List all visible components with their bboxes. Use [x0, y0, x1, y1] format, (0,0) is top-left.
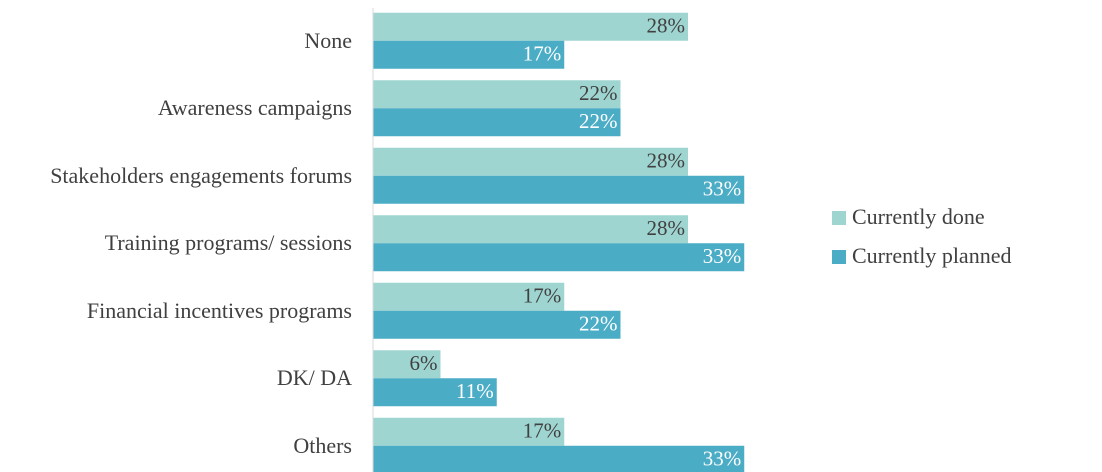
- value-label: 11%: [456, 379, 494, 403]
- bar: [373, 243, 745, 272]
- value-label: 17%: [523, 42, 562, 66]
- bar: [373, 108, 621, 137]
- bar: [373, 445, 745, 472]
- value-label: 28%: [647, 14, 686, 38]
- value-label: 33%: [703, 447, 742, 471]
- category-label: Financial incentives programs: [86, 297, 352, 323]
- legend-swatch: [832, 211, 846, 225]
- value-label: 28%: [647, 216, 686, 240]
- category-label: Others: [293, 432, 352, 458]
- bar: [373, 310, 621, 339]
- value-label: 17%: [523, 284, 562, 308]
- bar: [373, 147, 688, 176]
- bar: [373, 40, 565, 69]
- category-label: DK/ DA: [276, 365, 352, 391]
- legend-label: Currently planned: [852, 243, 1011, 268]
- bar: [373, 378, 497, 407]
- bar: [373, 282, 565, 311]
- value-label: 28%: [647, 149, 686, 173]
- bar: [373, 350, 441, 379]
- bar: [373, 175, 745, 204]
- value-label: 33%: [703, 177, 742, 201]
- bar: [373, 417, 565, 446]
- category-label: Stakeholders engagements forums: [50, 162, 352, 188]
- value-label: 22%: [579, 312, 618, 336]
- value-label: 17%: [523, 419, 562, 443]
- value-label: 33%: [703, 244, 742, 268]
- legend-swatch: [832, 250, 846, 264]
- legend-label: Currently done: [852, 204, 985, 229]
- category-label: None: [304, 27, 352, 53]
- value-label: 6%: [410, 351, 438, 375]
- bar: [373, 80, 621, 109]
- value-label: 22%: [579, 109, 618, 133]
- category-label: Training programs/ sessions: [104, 230, 352, 256]
- bar: [373, 12, 688, 41]
- bar: [373, 215, 688, 244]
- category-label: Awareness campaigns: [157, 95, 352, 121]
- value-label: 22%: [579, 81, 618, 105]
